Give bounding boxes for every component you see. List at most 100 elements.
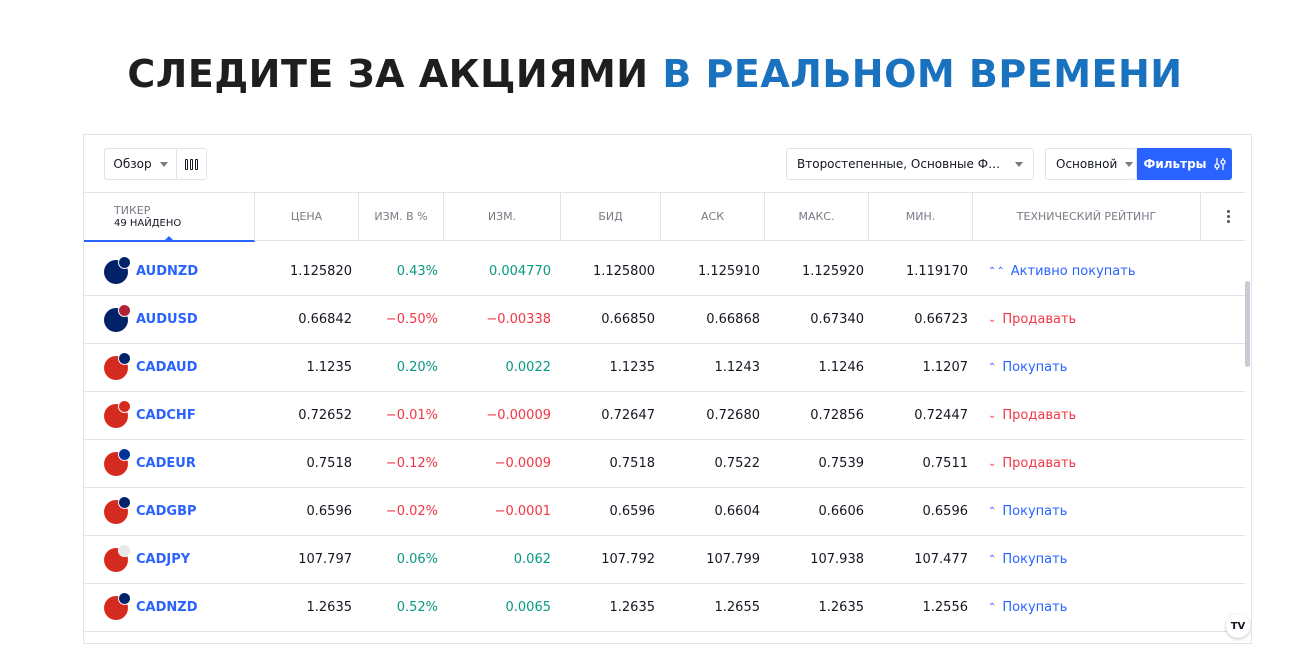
column-price[interactable]: ЦЕНА (255, 193, 359, 240)
table-row[interactable]: CADCHF 0.72652 −0.01% −0.00009 0.72647 0.7268… (84, 392, 1245, 440)
ticker-cell[interactable]: CADAUD (104, 344, 255, 391)
found-count: 49 НАЙДЕНО (114, 218, 182, 229)
ask-cell: 0.6604 (714, 504, 761, 519)
price-cell: 0.7518 (306, 456, 353, 471)
bid-cell: 0.6596 (609, 504, 656, 519)
main-label: Основной (1056, 157, 1118, 171)
tech-rating-cell[interactable]: ⌄ Продавать (988, 296, 1208, 343)
tech-rating-cell[interactable]: ⌃ Покупать (988, 584, 1208, 631)
chevron-down-icon: ⌄ (988, 410, 997, 421)
column-tech-rating[interactable]: ТЕХНИЧЕСКИЙ РЕЙТИНГ (973, 193, 1201, 240)
tech-rating-cell[interactable]: ⌃ Покупать (988, 536, 1208, 583)
screener-widget: Обзор Второстепенные, Основные Форекс Ос… (83, 134, 1252, 644)
ticker-symbol-link[interactable]: CADEUR (136, 456, 196, 471)
chevron-down-icon: ⌄ (988, 314, 997, 325)
column-menu-icon[interactable] (1212, 193, 1245, 240)
price-cell: 0.66842 (298, 312, 352, 327)
change-cell: −0.0001 (494, 504, 551, 519)
tech-rating-cell[interactable]: ⌃ Покупать (988, 488, 1208, 535)
currency-flag-icon (104, 255, 131, 284)
price-cell: 0.6596 (306, 504, 353, 519)
change-percent-cell: 0.06% (396, 552, 438, 567)
column-ticker[interactable]: ТИКЕР 49 НАЙДЕНО (84, 193, 255, 242)
scrollbar[interactable] (1245, 281, 1250, 367)
table-row[interactable]: CADJPY 107.797 0.06% 0.062 107.792 107.799 107… (84, 536, 1245, 584)
tech-rating-cell[interactable]: ⌄ Продавать (988, 392, 1208, 439)
ticker-cell[interactable]: CADNZD (104, 584, 255, 631)
high-cell: 1.2635 (818, 600, 865, 615)
tech-rating-label: Продавать (1002, 408, 1077, 423)
change-percent-cell: −0.01% (385, 408, 438, 423)
ask-cell: 0.72680 (706, 408, 760, 423)
columns-button[interactable] (177, 149, 206, 179)
sort-indicator-icon (165, 236, 173, 240)
ticker-cell[interactable]: CADEUR (104, 440, 255, 487)
chevron-down-icon: ⌄ (988, 458, 997, 469)
tradingview-logo-icon[interactable]: TV (1226, 614, 1250, 638)
main-dropdown[interactable]: Основной (1045, 148, 1137, 180)
column-bid[interactable]: БИД (561, 193, 661, 240)
change-cell: 0.062 (513, 552, 551, 567)
table-row[interactable]: CADGBP 0.6596 −0.02% −0.0001 0.6596 0.6604 0.6… (84, 488, 1245, 536)
change-percent-cell: 0.20% (396, 360, 438, 375)
currency-flag-icon (104, 495, 131, 524)
table-row[interactable]: CADAUD 1.1235 0.20% 0.0022 1.1235 1.1243 1.124… (84, 344, 1245, 392)
ticker-cell[interactable]: CADGBP (104, 488, 255, 535)
column-change-percent[interactable]: ИЗМ. В % (359, 193, 444, 240)
bid-cell: 0.72647 (601, 408, 655, 423)
change-percent-cell: 0.43% (396, 264, 438, 279)
ticker-symbol-link[interactable]: CADNZD (136, 600, 198, 615)
overview-select[interactable]: Обзор (105, 149, 177, 179)
ticker-symbol-link[interactable]: CADAUD (136, 360, 198, 375)
chevron-up-icon: ⌃ (988, 362, 997, 373)
low-cell: 0.72447 (914, 408, 968, 423)
filters-button[interactable]: Фильтры (1137, 148, 1232, 180)
tech-rating-label: Покупать (1002, 504, 1068, 519)
low-cell: 0.6596 (922, 504, 969, 519)
ticker-symbol-link[interactable]: AUDUSD (136, 312, 198, 327)
page-headline: СЛЕДИТЕ ЗА АКЦИЯМИ В РЕАЛЬНОМ ВРЕМЕНИ (0, 52, 1310, 96)
markets-dropdown[interactable]: Второстепенные, Основные Форекс (786, 148, 1034, 180)
ticker-symbol-link[interactable]: CADGBP (136, 504, 197, 519)
table-row[interactable]: AUDNZD 1.125820 0.43% 0.004770 1.125800 1.125… (84, 248, 1245, 296)
change-cell: −0.00338 (486, 312, 551, 327)
table-row[interactable]: AUDUSD 0.66842 −0.50% −0.00338 0.66850 0.6686… (84, 296, 1245, 344)
change-cell: −0.0009 (494, 456, 551, 471)
overview-label: Обзор (113, 157, 152, 171)
column-low[interactable]: МИН. (869, 193, 973, 240)
tech-rating-label: Продавать (1002, 312, 1077, 327)
currency-flag-icon (104, 351, 131, 380)
price-cell: 0.72652 (298, 408, 352, 423)
high-cell: 107.938 (810, 552, 864, 567)
currency-flag-icon (104, 543, 131, 572)
tech-rating-cell[interactable]: ⌃ Покупать (988, 344, 1208, 391)
change-percent-cell: −0.50% (385, 312, 438, 327)
table-row[interactable]: CADNZD 1.2635 0.52% 0.0065 1.2635 1.2655 1.263… (84, 584, 1245, 632)
table-row[interactable]: CADEUR 0.7518 −0.12% −0.0009 0.7518 0.7522 0.7… (84, 440, 1245, 488)
ticker-cell[interactable]: AUDNZD (104, 248, 255, 295)
ask-cell: 0.66868 (706, 312, 760, 327)
sliders-icon (1213, 158, 1226, 170)
overview-dropdown[interactable]: Обзор (104, 148, 207, 180)
ticker-symbol-link[interactable]: AUDNZD (136, 264, 199, 279)
ask-cell: 0.7522 (714, 456, 761, 471)
table-body: AUDNZD 1.125820 0.43% 0.004770 1.125800 1.125… (84, 248, 1245, 632)
ticker-symbol-link[interactable]: CADCHF (136, 408, 196, 423)
tech-rating-cell[interactable]: ⌃⌃ Активно покупать (988, 248, 1208, 295)
low-cell: 1.1207 (922, 360, 969, 375)
tech-rating-cell[interactable]: ⌄ Продавать (988, 440, 1208, 487)
price-cell: 107.797 (298, 552, 352, 567)
change-cell: 0.0065 (505, 600, 552, 615)
column-change[interactable]: ИЗМ. (444, 193, 561, 240)
ticker-cell[interactable]: AUDUSD (104, 296, 255, 343)
column-high[interactable]: МАКС. (765, 193, 869, 240)
ticker-cell[interactable]: CADCHF (104, 392, 255, 439)
ticker-symbol-link[interactable]: CADJPY (136, 552, 191, 567)
currency-flag-icon (104, 303, 131, 332)
chevron-down-icon (159, 161, 168, 167)
column-ask[interactable]: АСК (661, 193, 765, 240)
filters-label: Фильтры (1143, 157, 1207, 171)
currency-flag-icon (104, 591, 131, 620)
ticker-cell[interactable]: CADJPY (104, 536, 255, 583)
tech-rating-label: Покупать (1002, 552, 1068, 567)
